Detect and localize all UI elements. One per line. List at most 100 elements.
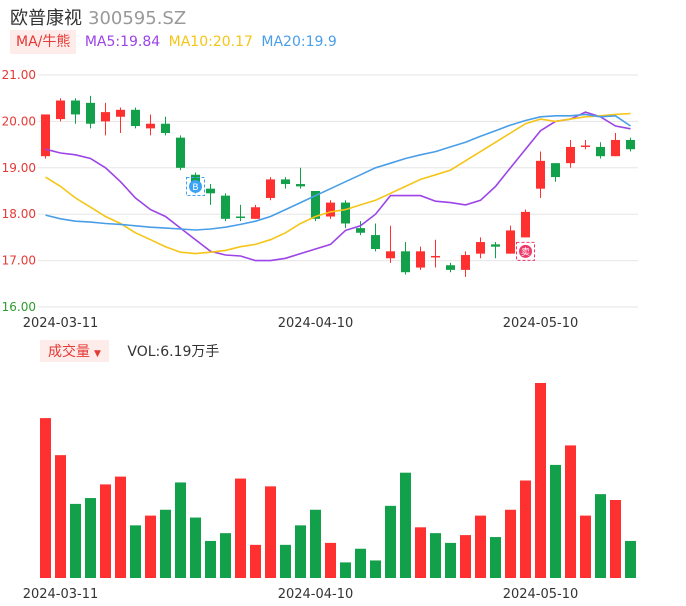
candle-body (206, 188, 215, 194)
candle-body (506, 230, 515, 254)
candle-body (221, 195, 230, 219)
volume-bar (40, 418, 51, 578)
candle-body (446, 265, 455, 270)
candle-body (101, 112, 110, 122)
candle-body (521, 211, 530, 238)
volume-bar (100, 484, 111, 578)
volume-bar (355, 548, 366, 578)
sell-marker-frame (516, 241, 535, 261)
volume-label: VOL:6.19万手 (127, 344, 220, 360)
sell-signal-icon (519, 244, 532, 258)
candle-body (161, 123, 170, 133)
candle-body (176, 137, 185, 168)
volume-bar (385, 505, 396, 578)
candle-body (131, 109, 140, 127)
volume-bar (595, 494, 606, 578)
volume-date-tick-label: 2024-03-11 (23, 587, 99, 602)
volume-bar (460, 535, 471, 578)
volume-bar (310, 509, 321, 578)
volume-bar (370, 560, 381, 578)
caret-down-icon: ▼ (94, 349, 101, 359)
volume-legend: 成交量 ▼ VOL:6.19万手 (40, 340, 219, 362)
volume-date-tick-label: 2024-04-10 (278, 587, 354, 602)
candle-body (401, 251, 410, 273)
candle-body (611, 139, 620, 157)
volume-bar (610, 500, 621, 578)
volume-bar (325, 542, 336, 578)
ma10-line (45, 112, 631, 255)
candle-body (461, 255, 470, 270)
candle-body (626, 139, 635, 150)
candle-body (551, 163, 560, 178)
volume-bar (625, 540, 636, 578)
candle-body (146, 123, 155, 129)
price-axis-tick-label: 19.00 (2, 161, 36, 175)
volume-bar (400, 472, 411, 578)
price-axis-tick-label: 18.00 (2, 207, 36, 221)
volume-bar (160, 509, 171, 578)
volume-bar (430, 533, 441, 578)
volume-bar (85, 498, 96, 578)
price-axis-tick-label: 17.00 (2, 254, 36, 268)
volume-date-tick-label: 2024-05-10 (503, 587, 579, 602)
volume-bar (490, 537, 501, 578)
stock-title: 欧普康视 300595.SZ (10, 4, 186, 30)
candle-body (311, 191, 320, 219)
volume-bar (550, 464, 561, 578)
candle-body (116, 109, 125, 117)
stock-code: 300595.SZ (88, 8, 187, 29)
candle-body (596, 146, 605, 157)
volume-bar (70, 503, 81, 578)
candle-body (416, 251, 425, 268)
volume-bar (565, 445, 576, 578)
volume-bar (415, 527, 426, 578)
candle-body (536, 160, 545, 189)
candle-body (581, 145, 590, 148)
ma10-label: MA10:20.17 (168, 34, 253, 50)
date-axis-tick-label: 2024-05-10 (503, 316, 579, 331)
ma-legend: MA/牛熊 MA5:19.84 MA10:20.17 MA20:19.9 (10, 30, 337, 54)
volume-bar (445, 542, 456, 578)
candle-body (41, 114, 50, 157)
volume-bar (205, 540, 216, 578)
volume-bar (175, 482, 186, 578)
volume-bar (130, 525, 141, 578)
candle-body (266, 179, 275, 198)
candle-body (326, 202, 335, 217)
candle-body (296, 184, 305, 187)
buy-marker-label: B (192, 183, 198, 193)
volume-toggle-button[interactable]: 成交量 ▼ (40, 340, 109, 362)
candle-body (386, 251, 395, 259)
candle-body (566, 146, 575, 164)
candle-body (236, 216, 245, 219)
candle-body (56, 100, 65, 120)
volume-bar (190, 517, 201, 578)
volume-bar (580, 515, 591, 578)
ma-toggle-button[interactable]: MA/牛熊 (10, 30, 77, 54)
volume-bar (115, 476, 126, 578)
ma5-label: MA5:19.84 (84, 34, 161, 50)
volume-bar (265, 486, 276, 578)
price-axis-tick-label: 16.00 (2, 300, 36, 314)
volume-bar (280, 544, 291, 578)
candle-body (431, 255, 440, 258)
volume-bar (235, 478, 246, 578)
volume-bar (340, 562, 351, 578)
candle-body (356, 228, 365, 233)
date-axis-tick-label: 2024-04-10 (278, 316, 354, 331)
volume-toggle-label: 成交量 (48, 344, 90, 360)
ma5-line (45, 111, 631, 262)
price-axis-tick-label: 21.00 (2, 68, 36, 82)
date-axis-tick-label: 2024-03-11 (23, 316, 99, 331)
ma20-label: MA20:19.9 (261, 34, 337, 50)
candle-body (281, 179, 290, 185)
volume-bar (535, 383, 546, 578)
volume-bar (220, 533, 231, 578)
ma20-line (45, 113, 631, 231)
candle-body (251, 207, 260, 219)
volume-bar (145, 515, 156, 578)
stock-name: 欧普康视 (10, 8, 82, 29)
candle-body (476, 242, 485, 254)
volume-bar (295, 525, 306, 578)
